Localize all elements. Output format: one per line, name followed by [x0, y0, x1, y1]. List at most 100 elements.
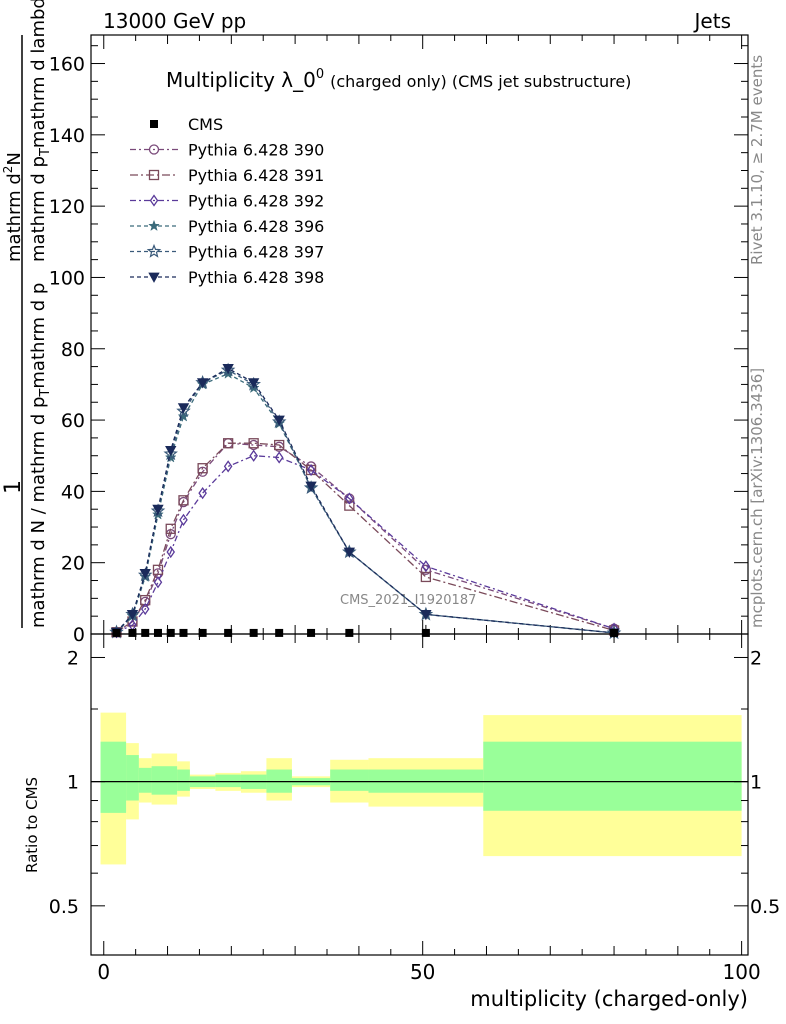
- series-point-2: [421, 560, 431, 573]
- series-point-1: [420, 571, 432, 583]
- series-point-5: [420, 609, 432, 621]
- series-point-5: [222, 363, 234, 375]
- cms-point: [224, 628, 233, 637]
- series-point-1: [178, 495, 189, 506]
- legend-marker-4: [146, 243, 162, 258]
- series-point-2: [249, 449, 258, 462]
- header-right: Jets: [693, 9, 731, 33]
- legend-marker-2: [149, 194, 159, 207]
- cms-point: [128, 628, 137, 637]
- cms-point: [307, 628, 316, 637]
- ratio-panel: 0 50 100 0.5 0.5 1 1 2 2: [49, 633, 780, 984]
- series-point-2: [306, 463, 316, 477]
- series-point-4: [163, 446, 178, 461]
- ratio-band-green: [138, 767, 152, 793]
- rivet-label: Rivet 3.1.10, ≥ 2.7M events: [748, 55, 766, 265]
- x-axis-label: multiplicity (charged-only): [470, 987, 748, 1011]
- cms-point: [198, 628, 207, 637]
- series-point-5: [343, 547, 356, 558]
- legend-label-1: Pythia 6.428 391: [188, 166, 324, 185]
- legend-label-3: Pythia 6.428 396: [188, 217, 324, 236]
- series-point-5: [165, 445, 177, 457]
- main-panel: 0 20 40 60 80 100 120 140 160: [49, 34, 749, 646]
- y-label-one: 1: [1, 480, 26, 494]
- y-tick-label: 40: [61, 481, 85, 503]
- legend-marker-5: [148, 272, 160, 283]
- series-line-5: [116, 367, 615, 634]
- series-point-1: [344, 500, 355, 511]
- series-point-0: [420, 564, 432, 575]
- ratio-band-green: [330, 769, 369, 791]
- ratio-y-tick-label: 0.5: [49, 896, 79, 918]
- y-label-denominator: mathrm d N / mathrm d pTmathrm d p: [28, 283, 53, 628]
- ratio-y-tick-label-right: 2: [750, 647, 762, 669]
- y-tick-label: 20: [61, 553, 85, 575]
- ratio-band-green: [483, 741, 742, 811]
- series-point-1: [152, 564, 164, 575]
- ratio-y-tick-label-right: 1: [750, 772, 762, 794]
- cms-point: [249, 628, 258, 637]
- ratio-band-green: [215, 774, 241, 788]
- y-tick-label: 0: [73, 624, 85, 646]
- legend-label-5: Pythia 6.428 398: [188, 268, 324, 287]
- series-point-3: [177, 410, 190, 422]
- legend-label-2: Pythia 6.428 392: [188, 192, 324, 211]
- cms-point: [141, 628, 150, 637]
- series-point-5: [247, 378, 260, 389]
- series-point-1: [222, 438, 234, 449]
- x-tick-label: 50: [410, 960, 435, 984]
- mcplots-label: mcplots.cern.ch [arXiv:1306.3436]: [748, 368, 766, 628]
- legend-label-cms: CMS: [188, 115, 223, 134]
- cms-point: [179, 628, 188, 637]
- legend-marker-3: [148, 219, 160, 232]
- ratio-y-tick-label: 1: [67, 772, 79, 794]
- series-point-2: [140, 602, 150, 616]
- series-point-2: [153, 576, 163, 589]
- series-point-1: [248, 438, 259, 449]
- cms-point: [153, 628, 162, 637]
- series-point-5: [152, 504, 164, 516]
- ratio-band-green: [177, 769, 190, 791]
- legend-label-4: Pythia 6.428 397: [188, 243, 324, 262]
- series-line-4: [116, 369, 615, 634]
- x-tick-label: 100: [723, 960, 761, 984]
- legend-marker-1: [148, 169, 160, 181]
- series-point-4: [176, 403, 191, 418]
- y-label-numerator-den: mathrm d pTmathrm d lambda: [28, 0, 53, 262]
- cms-point: [166, 628, 175, 637]
- series-point-5: [273, 415, 285, 426]
- y-label-numerator: mathrm d2N: [1, 152, 25, 262]
- series-point-5: [126, 609, 139, 621]
- ratio-band-green: [151, 766, 178, 795]
- header-left: 13000 GeV pp: [103, 9, 246, 33]
- legend-marker-0: [148, 144, 160, 155]
- ratio-band-green: [100, 741, 127, 813]
- cms-point: [112, 628, 121, 637]
- cms-point: [275, 628, 284, 637]
- series-point-2: [198, 487, 207, 500]
- series-point-5: [177, 403, 190, 414]
- series-point-2: [223, 460, 233, 473]
- y-tick-label: 80: [61, 339, 85, 361]
- series-point-5: [139, 568, 151, 580]
- legend: CMS Pythia 6.428 390 Pythia 6.428 391 Pythi…: [130, 115, 324, 287]
- series-point-5: [305, 481, 317, 492]
- ratio-y-tick-label-right: 0.5: [750, 896, 780, 918]
- chart-title: Multiplicity λ_00 (charged only) (CMS jet…: [166, 67, 631, 92]
- legend-marker-cms: [150, 120, 158, 128]
- series-point-1: [274, 439, 285, 451]
- series-point-1: [197, 463, 208, 474]
- x-tick-label: 0: [97, 960, 110, 984]
- legend-label-0: Pythia 6.428 390: [188, 141, 324, 160]
- cms-point: [610, 628, 619, 637]
- series-point-2: [274, 451, 284, 464]
- series-point-2: [179, 513, 188, 527]
- series-point-1: [165, 523, 176, 534]
- y-tick-label: 120: [49, 196, 85, 218]
- y-tick-label: 60: [61, 410, 85, 432]
- ratio-y-tick-label: 2: [67, 647, 79, 669]
- series-point-5: [196, 378, 209, 389]
- y-tick-label: 160: [49, 54, 85, 76]
- y-tick-label: 100: [49, 267, 85, 289]
